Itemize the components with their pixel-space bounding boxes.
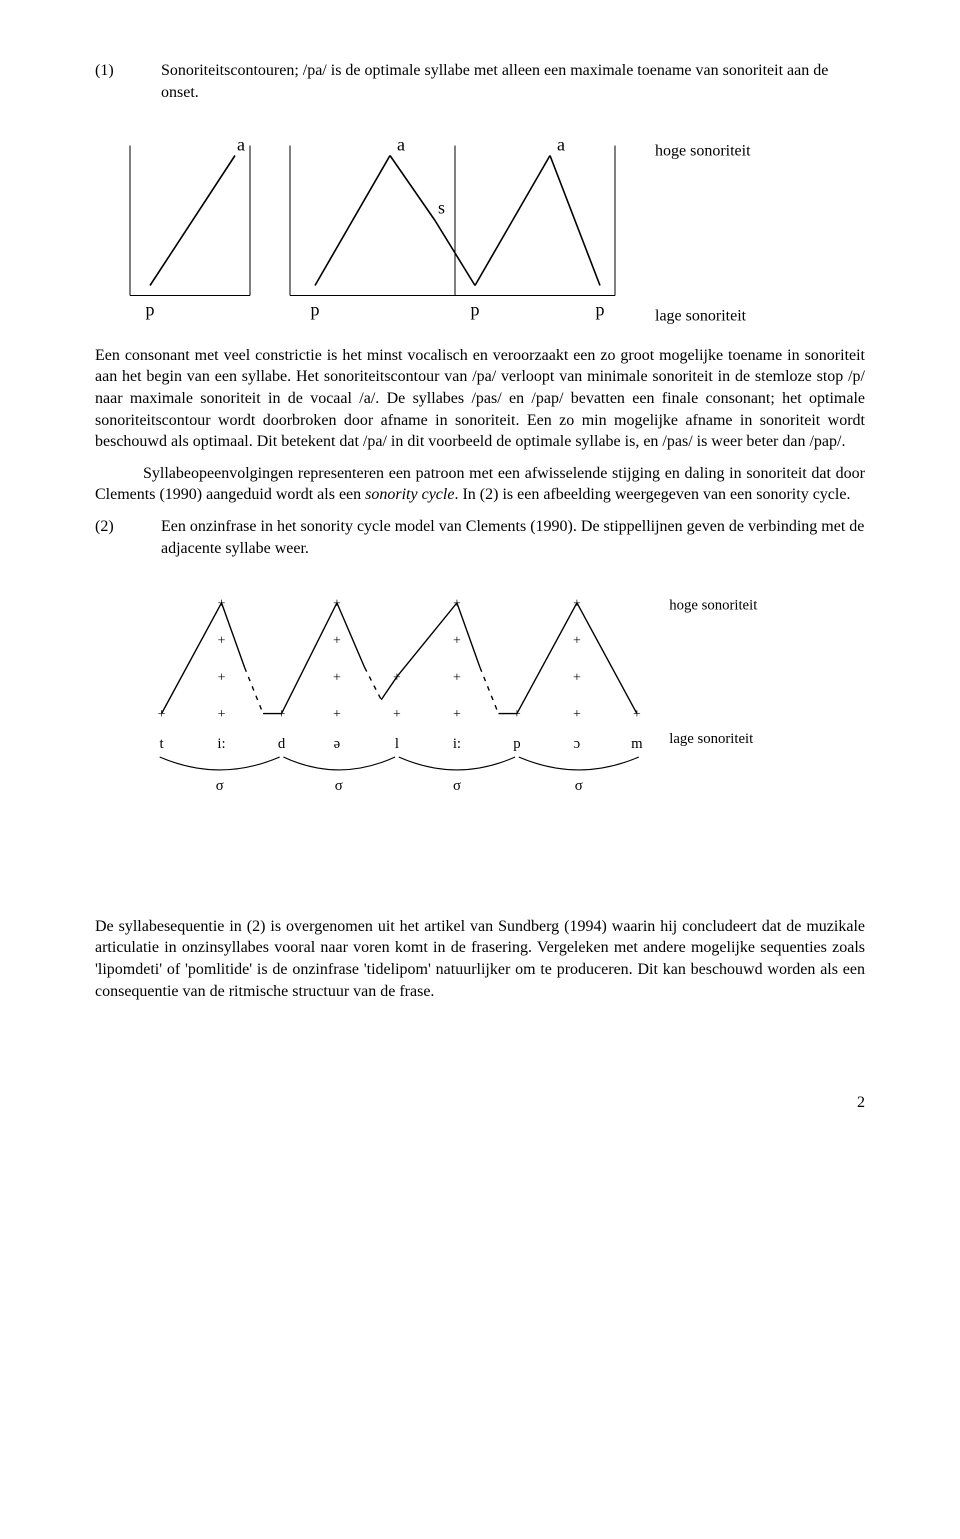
svg-text:hoge sonoriteit: hoge sonoriteit bbox=[669, 597, 758, 613]
svg-text:σ: σ bbox=[335, 778, 343, 794]
svg-text:s: s bbox=[438, 198, 445, 218]
svg-text:+: + bbox=[573, 669, 581, 684]
list-item-1: (1) Sonoriteitscontouren; /pa/ is de opt… bbox=[95, 60, 865, 103]
svg-text:p: p bbox=[596, 300, 605, 320]
svg-text:+: + bbox=[218, 596, 226, 611]
svg-text:+: + bbox=[393, 706, 401, 721]
svg-text:+: + bbox=[453, 633, 461, 648]
svg-text:+: + bbox=[333, 669, 341, 684]
para2-italic: sonority cycle bbox=[365, 486, 454, 503]
page-number: 2 bbox=[95, 1092, 865, 1114]
svg-text:a: a bbox=[237, 135, 245, 155]
svg-text:l: l bbox=[395, 736, 399, 752]
svg-text:p: p bbox=[513, 736, 520, 752]
svg-text:+: + bbox=[333, 706, 341, 721]
paragraph-2: Syllabeopeenvolgingen representeren een … bbox=[95, 463, 865, 506]
svg-text:σ: σ bbox=[575, 778, 583, 794]
svg-text:a: a bbox=[397, 135, 405, 155]
svg-text:i:: i: bbox=[453, 736, 461, 752]
svg-text:+: + bbox=[278, 706, 286, 721]
svg-text:+: + bbox=[453, 669, 461, 684]
svg-text:σ: σ bbox=[453, 778, 461, 794]
item-2-text: Een onzinfrase in het sonority cycle mod… bbox=[161, 516, 865, 559]
svg-text:ə: ə bbox=[334, 736, 341, 752]
figure-2-svg: + t + + + + i: + d + + + + ə + + l + + + + i: + p + + + + ɔ + m σ σ σ σ hog… bbox=[95, 589, 865, 829]
svg-text:+: + bbox=[158, 706, 166, 721]
list-item-2: (2) Een onzinfrase in het sonority cycle… bbox=[95, 516, 865, 559]
figure-1-svg: a a a s p p p p hoge sonoriteit lage sonoriteit bbox=[95, 123, 865, 328]
paragraph-1: Een consonant met veel constrictie is he… bbox=[95, 345, 865, 453]
svg-text:+: + bbox=[218, 669, 226, 684]
svg-text:p: p bbox=[146, 300, 155, 320]
svg-text:+: + bbox=[218, 706, 226, 721]
svg-text:p: p bbox=[311, 300, 320, 320]
svg-text:+: + bbox=[218, 633, 226, 648]
svg-text:d: d bbox=[278, 736, 286, 752]
svg-text:+: + bbox=[333, 596, 341, 611]
svg-text:ɔ: ɔ bbox=[574, 736, 581, 752]
svg-text:+: + bbox=[573, 633, 581, 648]
svg-text:lage sonoriteit: lage sonoriteit bbox=[669, 731, 754, 747]
svg-text:+: + bbox=[573, 596, 581, 611]
item-2-number: (2) bbox=[95, 516, 131, 559]
svg-text:+: + bbox=[513, 706, 521, 721]
figure-2: + t + + + + i: + d + + + + ə + + l + + + + i: + p + + + + ɔ + m σ σ σ σ hog… bbox=[95, 589, 865, 836]
svg-text:+: + bbox=[393, 669, 401, 684]
svg-text:σ: σ bbox=[216, 778, 224, 794]
paragraph-3: De syllabesequentie in (2) is overgenome… bbox=[95, 916, 865, 1002]
svg-text:+: + bbox=[333, 633, 341, 648]
svg-text:i:: i: bbox=[217, 736, 225, 752]
svg-text:+: + bbox=[453, 596, 461, 611]
para2-post: . In (2) is een afbeelding weergegeven v… bbox=[454, 486, 850, 503]
svg-text:m: m bbox=[631, 736, 643, 752]
svg-text:t: t bbox=[159, 736, 164, 752]
item-1-number: (1) bbox=[95, 60, 131, 103]
svg-text:p: p bbox=[471, 300, 480, 320]
svg-text:a: a bbox=[557, 135, 565, 155]
svg-text:+: + bbox=[453, 706, 461, 721]
svg-text:hoge sonoriteit: hoge sonoriteit bbox=[655, 143, 751, 160]
figure-1: a a a s p p p p hoge sonoriteit lage sonoriteit bbox=[95, 123, 865, 335]
item-1-text: Sonoriteitscontouren; /pa/ is de optimal… bbox=[161, 60, 865, 103]
svg-text:+: + bbox=[633, 706, 641, 721]
svg-text:+: + bbox=[573, 706, 581, 721]
svg-text:lage sonoriteit: lage sonoriteit bbox=[655, 308, 747, 325]
